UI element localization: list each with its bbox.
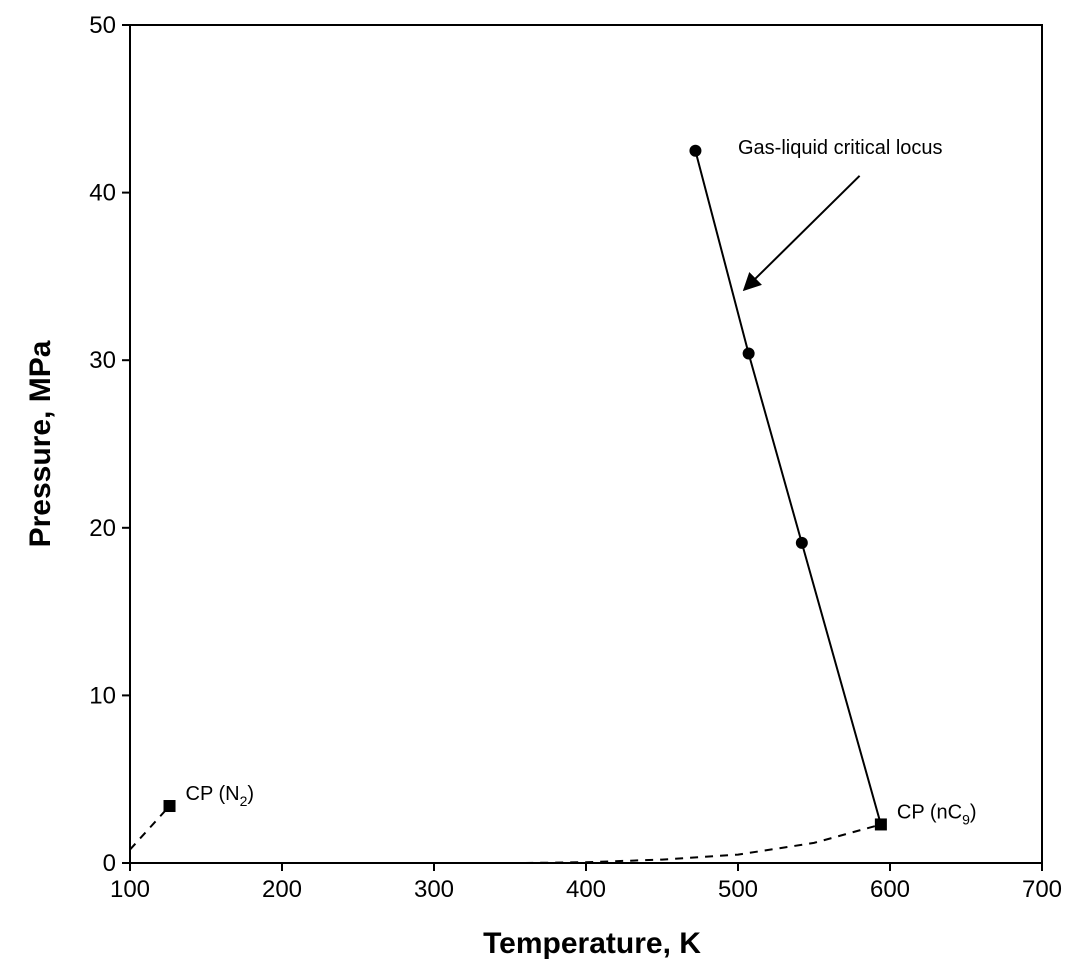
y-axis-ticks: 0 10 20 30 40 50 [89,12,130,877]
y-tick-label: 0 [103,850,116,877]
dashed-curve-line [129,805,171,851]
annotation-arrow [742,175,861,292]
annotations-layer: Gas-liquid critical locus [738,137,943,292]
x-axis-title: Temperature, K [483,927,701,960]
cp-label-end: ) [247,783,254,805]
critical-point-marker [163,800,176,813]
y-tick-label: 50 [89,12,116,39]
x-tick-label: 400 [566,876,606,903]
points-layer [689,144,808,549]
cp-label-end: ) [970,801,977,823]
series-layer [129,150,882,864]
y-tick-label: 10 [89,682,116,709]
data-point-circle [795,536,808,549]
critical-point-label: CP (nC9) [897,801,977,827]
critical-point-marker [874,818,887,831]
annotation-label: Gas-liquid critical locus [738,137,943,159]
critical-point-label: CP (N2) [186,783,255,809]
data-point-circle [742,347,755,360]
x-tick-label: 200 [262,876,302,903]
x-tick-label: 100 [110,876,150,903]
x-tick-label: 600 [870,876,910,903]
x-tick-label: 300 [414,876,454,903]
data-point-circle [689,144,702,157]
cp-label-main: CP (nC [897,801,962,823]
x-tick-label: 500 [718,876,758,903]
dashed-curve-line [525,823,882,864]
cp-label-subscript: 9 [962,811,970,827]
x-axis-ticks: 100 200 300 400 500 600 700 [110,863,1062,903]
y-tick-label: 30 [89,347,116,374]
y-tick-label: 20 [89,515,116,542]
cp-label-subscript: 2 [240,793,248,809]
y-tick-label: 40 [89,180,116,207]
cp-label-main: CP (N [186,783,240,805]
critical-locus-line [694,150,882,825]
x-tick-label: 700 [1022,876,1062,903]
critical-points-layer: CP (N2)CP (nC9) [163,783,977,831]
y-axis-title: Pressure, MPa [24,340,57,547]
